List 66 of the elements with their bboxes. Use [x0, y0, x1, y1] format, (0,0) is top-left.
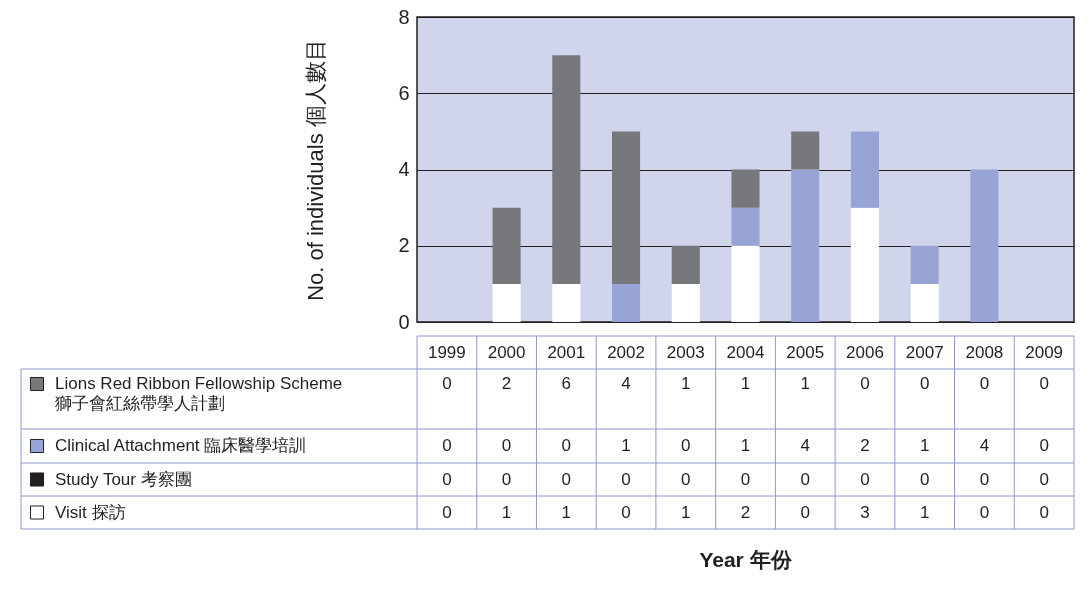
data-label: 0 — [681, 436, 691, 455]
data-label: 0 — [1039, 502, 1049, 522]
data-label: 3 — [860, 502, 870, 522]
x-tick-label: 2004 — [726, 342, 765, 362]
x-tick-label: 2006 — [846, 342, 884, 362]
legend-label: Clinical Attachment 臨床醫學培訓 — [55, 436, 307, 455]
data-label: 1 — [681, 502, 691, 522]
text: Year 年份 — [699, 548, 793, 571]
data-label: 1 — [621, 436, 631, 455]
data-label: 0 — [681, 469, 691, 489]
legend-label: Study Tour 考察團 — [55, 469, 192, 489]
data-label: 0 — [800, 469, 810, 489]
data-label: 0 — [979, 502, 990, 522]
data-label: 0 — [979, 469, 990, 489]
data-label: 0 — [442, 436, 452, 455]
data-label: 1 — [561, 502, 572, 522]
x-tick-label: 1999 — [427, 342, 466, 362]
x-tick-label: 2007 — [905, 342, 944, 362]
x-tick-label: 2002 — [607, 342, 645, 362]
y-tick-label: 0 — [398, 310, 410, 333]
data-label: 0 — [860, 374, 870, 393]
data-label: 6 — [561, 374, 572, 393]
data-label: 0 — [1039, 436, 1049, 455]
data-label: 0 — [561, 436, 572, 455]
data-label: 0 — [621, 502, 631, 522]
legend-label: Lions Red Ribbon Fellowship Scheme 獅子會紅絲帶學人計劃 — [55, 374, 343, 413]
data-label: 0 — [561, 469, 572, 489]
x-tick-label: 2000 — [487, 342, 526, 362]
data-label: 0 — [501, 436, 512, 455]
data-label: 0 — [1039, 374, 1049, 393]
data-label: 4 — [979, 436, 990, 455]
data-label: 1 — [919, 436, 930, 455]
y-tick-label: 2 — [398, 234, 410, 257]
legend-label: Visit 探訪 — [55, 502, 126, 522]
x-tick-label: 2009 — [1025, 342, 1064, 362]
data-label: 0 — [621, 469, 631, 489]
data-label: 2 — [860, 436, 870, 455]
data-label: 4 — [800, 436, 810, 455]
data-label: 1 — [740, 436, 751, 455]
x-tick-label: 2008 — [965, 342, 1004, 362]
data-label: 0 — [442, 502, 452, 522]
data-label: 2 — [740, 502, 751, 522]
data-label: 0 — [979, 374, 990, 393]
data-label: 0 — [919, 469, 930, 489]
data-label: 0 — [501, 469, 512, 489]
y-tick-label: 8 — [398, 5, 410, 28]
data-label: 1 — [800, 374, 810, 393]
data-label: 1 — [501, 502, 512, 522]
data-label: 0 — [1039, 469, 1049, 489]
data-label: 1 — [681, 374, 691, 393]
data-label: 0 — [442, 374, 452, 393]
data-label: 1 — [919, 502, 930, 522]
data-label: 1 — [740, 374, 751, 393]
y-tick-label: 4 — [398, 158, 410, 180]
data-label: 2 — [501, 374, 512, 393]
data-label: 0 — [740, 469, 751, 489]
y-tick-label: 6 — [398, 81, 410, 104]
data-label: 0 — [442, 469, 452, 489]
x-tick-label: 2003 — [666, 342, 705, 362]
y-axis-title: No. of individuals 個人數目 — [303, 39, 329, 301]
data-label: 0 — [919, 374, 930, 393]
data-label: 4 — [621, 374, 631, 393]
data-label: 0 — [860, 469, 870, 489]
data-label: 0 — [800, 502, 810, 522]
x-tick-label: 2005 — [786, 342, 825, 362]
x-tick-label: 2001 — [547, 342, 586, 362]
